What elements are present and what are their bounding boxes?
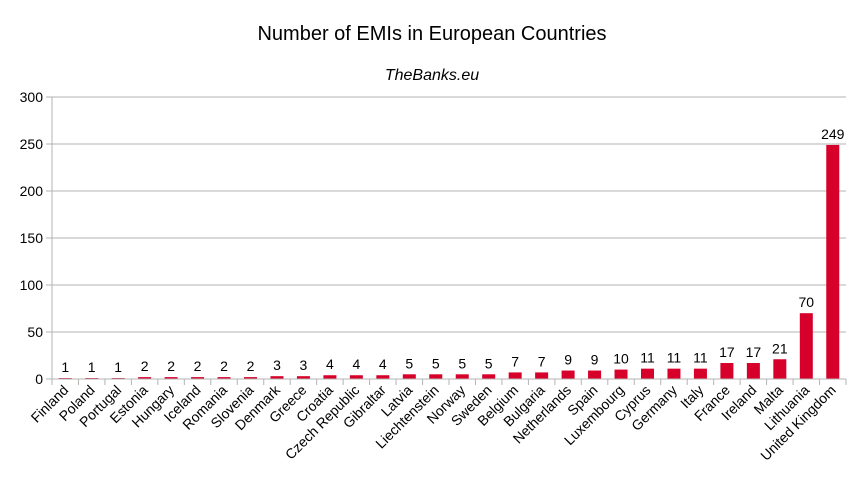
bar-germany [667,368,681,379]
data-label: 2 [167,358,175,374]
data-label: 70 [799,294,815,310]
bar-lithuania [799,313,813,379]
bar-czech-republic [349,375,363,379]
y-tick-label: 300 [20,89,44,105]
data-label: 7 [538,353,546,369]
bar-romania [217,377,231,379]
data-label: 17 [746,344,762,360]
axes [51,97,847,385]
bar-malta [773,359,787,379]
bar-gibraltar [376,375,390,379]
bar-latvia [402,374,416,379]
data-label: 2 [194,358,202,374]
x-axis-labels: FinlandPolandPortugalEstoniaHungaryIcela… [28,381,839,463]
data-label: 17 [719,344,735,360]
bar-cyprus [641,368,654,379]
bar-spain [588,370,602,379]
bar-luxembourg [614,369,628,379]
bar-united-kingdom [826,144,840,379]
bar-denmark [270,376,284,379]
data-label: 21 [772,340,788,356]
data-label: 4 [379,356,387,372]
bar-bulgaria [535,372,549,379]
gridlines [52,96,846,380]
data-label: 3 [300,357,308,373]
data-label: 2 [220,358,228,374]
bar-belgium [508,372,522,379]
bars [58,144,840,379]
data-label: 4 [352,356,360,372]
data-label: 9 [564,352,572,368]
bar-iceland [191,377,205,379]
data-label: 7 [511,353,519,369]
data-label: 10 [613,351,629,367]
bar-sweden [482,374,496,379]
data-label: 11 [667,350,682,366]
bar-ireland [746,363,760,379]
bar-greece [296,376,310,379]
data-label: 1 [114,359,122,375]
data-label: 2 [247,358,255,374]
data-label: 249 [821,126,845,142]
bar-france [720,363,734,379]
y-tick-label: 200 [20,183,44,199]
bar-hungary [164,377,178,379]
data-label: 1 [61,359,69,375]
data-label: 5 [485,355,493,371]
bar-slovenia [244,377,257,379]
data-label: 5 [458,355,466,371]
bar-liechtenstein [429,374,443,379]
y-tick-label: 0 [35,371,43,387]
data-label: 5 [432,355,440,371]
bar-croatia [323,375,337,379]
y-tick-label: 100 [20,277,44,293]
data-label: 11 [693,350,708,366]
y-tick-label: 250 [20,136,44,152]
data-label: 2 [141,358,149,374]
chart-title: Number of EMIs in European Countries [257,23,606,45]
bar-norway [455,374,469,379]
data-label: 5 [405,355,413,371]
y-axis-ticks: 0 50 100 150 200 250 300 [20,89,52,387]
bar-italy [693,368,707,379]
bar-estonia [138,377,152,379]
data-label: 3 [273,357,281,373]
data-label: 9 [591,352,599,368]
data-label: 11 [640,350,655,366]
y-tick-label: 150 [20,230,44,246]
y-tick-label: 50 [27,324,43,340]
data-label: 4 [326,356,334,372]
data-label: 1 [88,359,96,375]
chart-subtitle: TheBanks.eu [385,67,479,84]
bar-netherlands [561,370,575,379]
